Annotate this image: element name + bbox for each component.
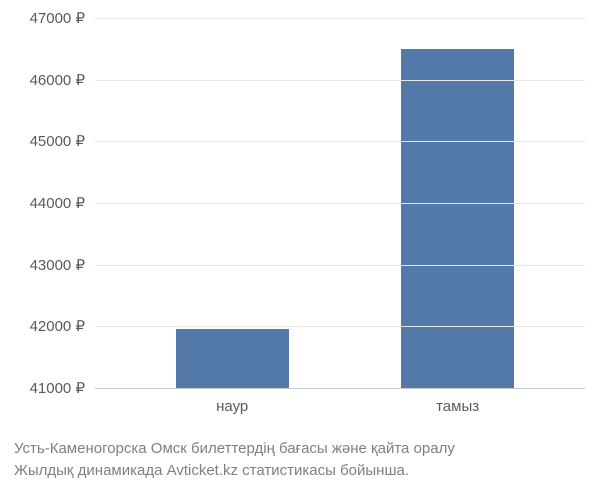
y-tick-label: 43000 ₽ (30, 256, 95, 274)
gridline (95, 80, 585, 81)
gridline (95, 203, 585, 204)
gridline (95, 388, 585, 389)
price-chart: 41000 ₽ 42000 ₽ 43000 ₽ 44000 ₽ 45000 ₽ 46000… (0, 0, 600, 500)
gridline (95, 265, 585, 266)
bar (176, 329, 289, 388)
y-tick-label: 47000 ₽ (30, 9, 95, 27)
gridline (95, 18, 585, 19)
y-tick-label: 45000 ₽ (30, 132, 95, 150)
gridline (95, 326, 585, 327)
y-tick-label: 41000 ₽ (30, 379, 95, 397)
y-tick-label: 42000 ₽ (30, 317, 95, 335)
x-tick-label: наур (216, 388, 248, 415)
gridline (95, 141, 585, 142)
y-tick-label: 46000 ₽ (30, 71, 95, 89)
caption-line-2: Жылдық динамикада Avticket.kz статистика… (14, 460, 409, 482)
caption-line-1: Усть-Каменогорска Омск билеттердің бағас… (14, 438, 455, 460)
x-tick-label: тамыз (436, 388, 479, 415)
plot-area: 41000 ₽42000 ₽43000 ₽44000 ₽45000 ₽46000… (95, 18, 585, 388)
bar (401, 49, 514, 388)
y-tick-label: 44000 ₽ (30, 194, 95, 212)
